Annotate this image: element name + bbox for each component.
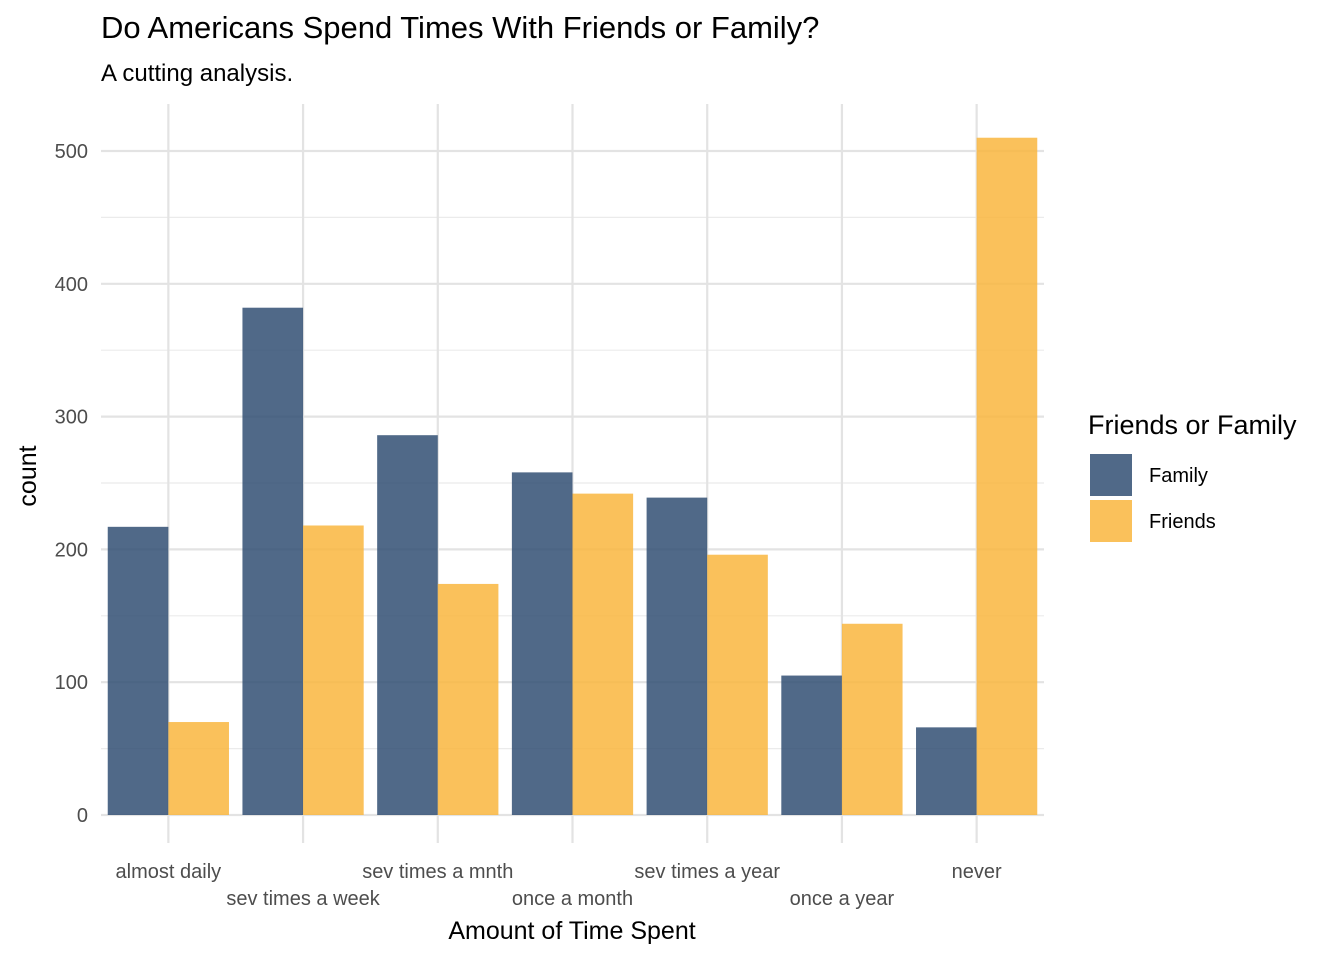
bar-family-0 [107,526,169,815]
bar-friends-3 [572,493,634,815]
x-tick-label: once a month [512,888,633,910]
bar-family-3 [511,472,573,815]
bar-friends-4 [707,554,768,815]
bar-family-1 [242,307,304,815]
x-axis-title: Amount of Time Spent [448,917,695,945]
bar-friends-5 [841,623,903,815]
y-tick-label: 300 [55,407,88,429]
x-tick-label: sev times a year [634,861,780,883]
x-tick-label: almost daily [116,861,222,883]
legend-key-friends [1090,500,1132,542]
bar-family-6 [916,727,977,815]
chart-title: Do Americans Spend Times With Friends or… [101,10,820,45]
bar-friends-2 [437,583,499,815]
bar-friends-1 [303,525,364,815]
y-tick-label: 100 [55,672,88,694]
bars [107,137,1038,816]
x-tick-label: never [952,861,1002,883]
x-tick-label: once a year [790,888,895,910]
y-tick-label: 500 [55,141,88,163]
bar-friends-6 [976,137,1038,816]
legend-title: Friends or Family [1088,410,1297,440]
legend-label-friends: Friends [1149,511,1216,533]
bar-family-4 [646,497,708,815]
bar-family-5 [781,675,842,815]
chart-subtitle: A cutting analysis. [101,60,294,87]
y-axis-title: count [14,445,42,506]
bar-friends-0 [168,722,229,815]
y-axis-ticks: 0 100 200 300 400 500 [55,141,88,827]
legend-key-family [1090,454,1132,496]
x-tick-label: sev times a mnth [362,861,513,883]
legend: Friends or Family Family Friends [1088,410,1297,542]
y-tick-label: 200 [55,539,88,561]
y-tick-label: 0 [77,805,88,827]
legend-label-family: Family [1149,465,1208,487]
y-tick-label: 400 [55,274,88,296]
x-tick-label: sev times a week [226,888,380,910]
bar-family-2 [377,435,438,815]
